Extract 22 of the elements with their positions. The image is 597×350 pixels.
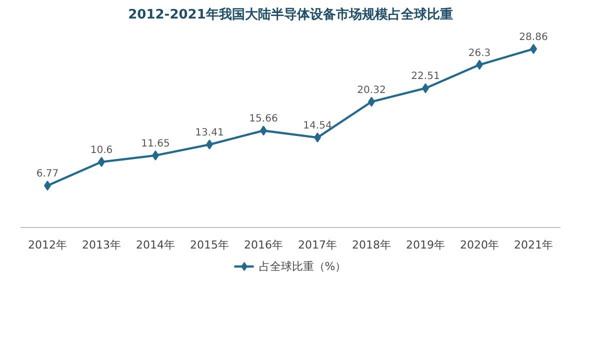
data-label: 11.65 (141, 138, 170, 150)
x-tick-label: 2020年 (460, 238, 500, 252)
x-tick-label: 2016年 (244, 238, 284, 252)
chart-title: 2012-2021年我国大陆半导体设备市场规模占全球比重 (128, 6, 453, 22)
data-label: 22.51 (411, 71, 440, 82)
data-label: 14.54 (303, 120, 332, 132)
data-label: 20.32 (357, 84, 386, 96)
data-label: 13.41 (195, 128, 224, 139)
x-tick-label: 2018年 (352, 238, 392, 252)
x-tick-label: 2015年 (190, 238, 230, 252)
x-tick-label: 2014年 (136, 238, 176, 252)
data-label: 26.3 (468, 48, 491, 59)
x-tick-label: 2012年 (28, 238, 68, 252)
x-tick-label: 2017年 (298, 238, 338, 252)
data-label: 28.86 (519, 32, 548, 43)
legend-label: 占全球比重（%） (258, 258, 346, 274)
data-label: 15.66 (249, 114, 278, 125)
data-label: 6.77 (36, 168, 59, 180)
data-label: 10.6 (90, 144, 113, 156)
x-tick-label: 2019年 (406, 238, 446, 252)
x-tick-label: 2021年 (514, 238, 554, 252)
x-tick-label: 2013年 (82, 238, 122, 252)
